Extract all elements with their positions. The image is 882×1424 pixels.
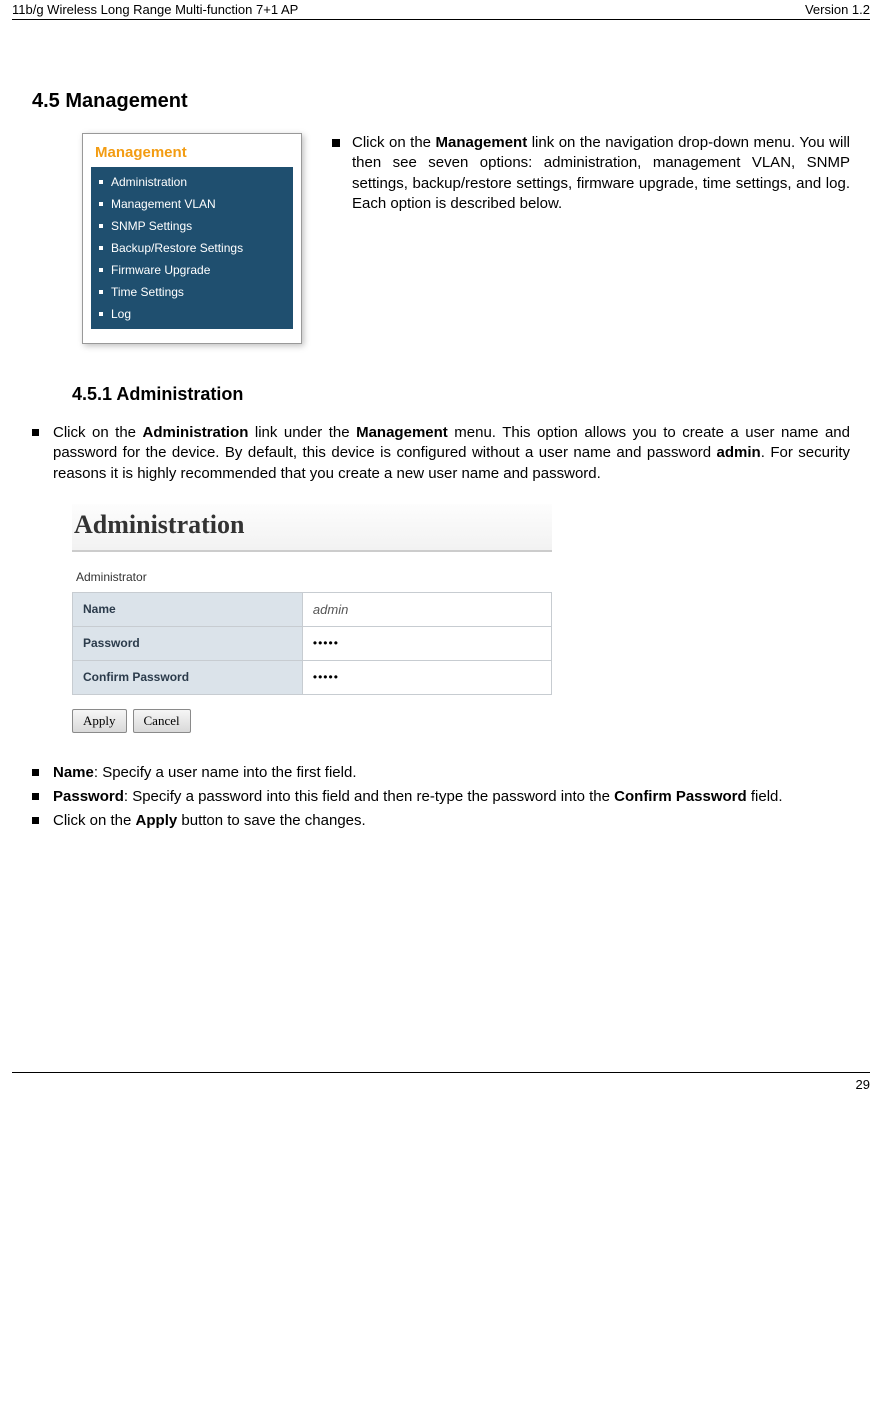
mgmt-item-backup[interactable]: Backup/Restore Settings [95,239,289,257]
table-row: Name [73,592,552,626]
confirm-password-input[interactable]: ••••• [313,670,339,684]
bullet-icon [32,817,39,824]
table-row: Password ••••• [73,626,552,660]
page-content: 4.5 Management Management Administration… [12,20,870,832]
subsection-title: 4.5.1 Administration [72,384,850,405]
bullet-icon [32,429,39,436]
admin-form-table: Name Password ••••• Confirm Password •••… [72,592,552,695]
admin-form-title: Administration [72,504,552,552]
confirm-password-cell: ••••• [302,660,551,694]
mgmt-desc: Click on the Management link on the navi… [332,133,850,214]
bullet-icon [332,139,340,147]
password-label: Password [73,626,303,660]
admin-form-group: Administrator [72,552,552,592]
mgmt-menu-body: Administration Management VLAN SNMP Sett… [91,167,293,329]
mgmt-item-snmp[interactable]: SNMP Settings [95,217,289,235]
mgmt-item-time[interactable]: Time Settings [95,283,289,301]
note-name: Name: Specify a user name into the first… [53,763,850,783]
section-title: 4.5 Management [32,90,850,113]
mgmt-menu-list: Administration Management VLAN SNMP Sett… [95,173,289,323]
password-input[interactable]: ••••• [313,636,339,650]
header-right: Version 1.2 [805,2,870,17]
admin-form-screenshot: Administration Administrator Name Passwo… [72,504,552,733]
page-footer: 29 [12,1072,870,1102]
mgmt-row: Management Administration Management VLA… [32,133,850,344]
confirm-password-label: Confirm Password [73,660,303,694]
page-number: 29 [856,1077,870,1092]
page-header: 11b/g Wireless Long Range Multi-function… [12,0,870,20]
mgmt-item-administration[interactable]: Administration [95,173,289,191]
button-row: Apply Cancel [72,709,552,733]
name-label: Name [73,592,303,626]
bullet-icon [32,769,39,776]
admin-intro-block: Click on the Administration link under t… [32,423,850,484]
notes-list: Name: Specify a user name into the first… [32,763,850,832]
mgmt-menu-title: Management [91,144,293,161]
name-input[interactable] [313,602,518,617]
mgmt-item-log[interactable]: Log [95,305,289,323]
mgmt-menu-screenshot: Management Administration Management VLA… [82,133,302,344]
table-row: Confirm Password ••••• [73,660,552,694]
mgmt-item-vlan[interactable]: Management VLAN [95,195,289,213]
apply-button[interactable]: Apply [72,709,127,733]
password-cell: ••••• [302,626,551,660]
mgmt-desc-text: Click on the Management link on the navi… [352,133,850,214]
mgmt-item-firmware[interactable]: Firmware Upgrade [95,261,289,279]
bullet-icon [32,793,39,800]
note-apply: Click on the Apply button to save the ch… [53,811,850,831]
cancel-button[interactable]: Cancel [133,709,191,733]
name-cell [302,592,551,626]
admin-intro-text: Click on the Administration link under t… [53,423,850,484]
header-left: 11b/g Wireless Long Range Multi-function… [12,2,298,17]
note-password: Password: Specify a password into this f… [53,787,850,807]
